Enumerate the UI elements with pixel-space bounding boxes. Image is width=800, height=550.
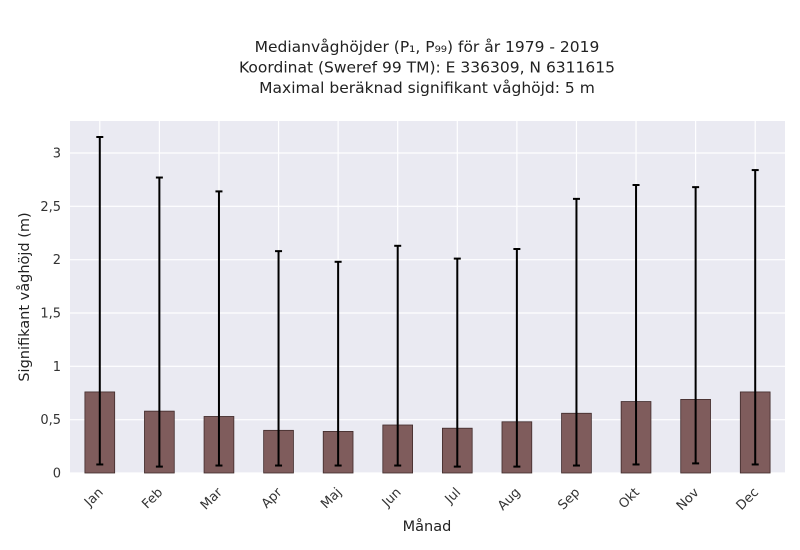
error-bar-okt <box>632 184 640 466</box>
error-bar-nov <box>692 186 700 465</box>
error-bar-mar <box>215 190 223 467</box>
x-axis-label: Månad <box>403 518 452 535</box>
y-tick-label: 1,5 <box>40 307 61 322</box>
chart-title: Medianvåghöjder (P₁, P₉₉) för år 1979 - … <box>239 38 615 97</box>
y-tick-label: 0 <box>53 467 61 482</box>
title-line-3: Maximal beräknad signifikant våghöjd: 5 … <box>259 79 595 97</box>
title-line-1: Medianvåghöjder (P₁, P₉₉) för år 1979 - … <box>255 38 600 56</box>
error-bar-sep <box>572 197 580 467</box>
x-tick-label: Jun <box>379 485 405 511</box>
y-axis-ticks: 0 0,5 1 1,5 2 2,5 3 <box>40 147 61 482</box>
x-axis-ticks: Jan Feb Mar Apr Maj Jun Jul Aug Sep Okt Nov Dec <box>81 485 762 514</box>
x-tick-label: Mar <box>198 485 226 513</box>
error-bar-aug <box>513 248 521 468</box>
x-tick-label: Dec <box>734 485 762 513</box>
x-tick-label: Aug <box>495 485 524 514</box>
error-bar-apr <box>275 250 283 467</box>
plot-area <box>70 121 785 473</box>
y-tick-label: 3 <box>53 147 61 162</box>
error-bar-jul <box>453 257 461 468</box>
y-tick-label: 2 <box>53 253 61 268</box>
y-tick-label: 1 <box>53 360 61 375</box>
y-tick-label: 0,5 <box>40 413 61 428</box>
x-tick-label: Maj <box>318 485 345 512</box>
error-bar-jan <box>96 136 104 466</box>
error-bar-feb <box>155 176 163 468</box>
error-bar-dec <box>751 169 759 466</box>
x-tick-label: Jul <box>442 485 464 507</box>
error-bar-jun <box>394 244 402 467</box>
y-axis-label: Signifikant våghöjd (m) <box>16 212 33 381</box>
error-bars <box>96 136 759 468</box>
x-tick-label: Feb <box>139 485 166 512</box>
x-tick-label: Apr <box>259 485 286 512</box>
error-bar-maj <box>334 260 342 467</box>
x-tick-label: Sep <box>555 485 583 513</box>
y-tick-label: 2,5 <box>40 200 61 215</box>
title-line-2: Koordinat (Sweref 99 TM): E 336309, N 63… <box>239 59 615 77</box>
x-tick-label: Jan <box>81 485 106 510</box>
x-tick-label: Okt <box>616 485 643 512</box>
x-tick-label: Nov <box>674 485 703 514</box>
